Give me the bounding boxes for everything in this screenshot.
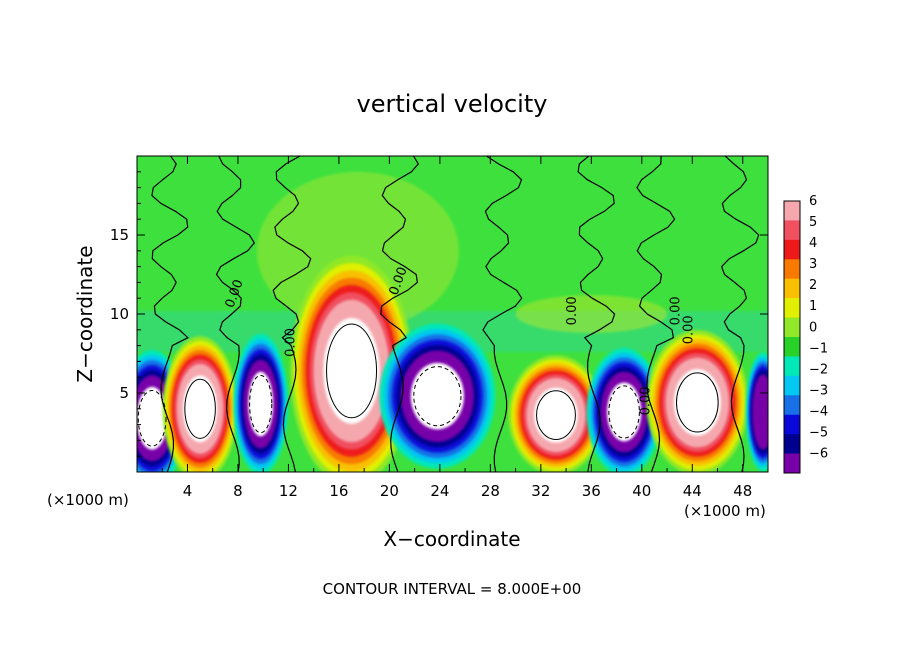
colorbar-tick-label: −2	[809, 362, 828, 377]
colorbar-tick-label: −6	[809, 447, 828, 462]
colorbar-swatch	[784, 395, 800, 416]
colorbar-tick-label: 2	[809, 278, 817, 293]
colorbar-frame	[783, 200, 801, 474]
saturated-core	[673, 369, 721, 436]
zero-contour	[151, 156, 189, 472]
x-axis: 4 8 12 16 20 24 28 32 36 40 44 48	[161, 156, 752, 500]
x-axis-label: X−coordinate	[383, 527, 520, 551]
contour-lines	[137, 156, 760, 472]
colorbar-swatch	[784, 375, 800, 396]
colorbar-tick-label: −3	[809, 383, 828, 398]
colorbar-swatch	[784, 453, 800, 474]
colorbar-swatch	[784, 220, 800, 241]
contour-interval-footer: CONTOUR INTERVAL = 8.000E+00	[323, 580, 582, 598]
colorbar-swatch	[784, 278, 800, 299]
saturated-core	[410, 362, 464, 430]
colorbar-tick-label: −4	[809, 404, 828, 419]
positive-contour	[326, 323, 378, 419]
colorbar-swatch	[784, 434, 800, 454]
zero-contour	[482, 156, 523, 472]
colorbar-tick-label: 6	[809, 194, 817, 209]
zero-contour	[380, 156, 420, 472]
saturated-core	[534, 387, 578, 443]
y-axis-label: Z−coordinate	[73, 245, 97, 382]
negative-contour	[137, 389, 167, 447]
colorbar-tick-label: 3	[809, 257, 817, 272]
colorbar-swatch	[784, 317, 800, 338]
colorbar-tick-label: −5	[809, 426, 828, 441]
negative-contour	[608, 385, 640, 439]
negative-contour	[413, 366, 462, 427]
colorbar-swatch	[784, 201, 800, 221]
x-unit-right: (×1000 m)	[684, 502, 766, 520]
x-unit-left: (×1000 m)	[47, 491, 129, 509]
x-tick-label: 28	[481, 482, 500, 500]
saturated-core	[248, 371, 274, 437]
colorbar-swatch	[784, 298, 800, 318]
convective-cell	[379, 323, 496, 469]
positive-contour	[676, 372, 719, 433]
colorbar-swatch	[784, 414, 800, 435]
plot-area: 0.000.000.000.000.000.000.00	[136, 155, 769, 473]
convective-cell	[745, 352, 768, 472]
y-tick-label: 10	[110, 305, 129, 323]
x-tick-label: 44	[683, 482, 702, 500]
colorbar-swatch	[784, 239, 800, 260]
zero-contour	[272, 156, 312, 472]
colorbar-swatch	[784, 356, 800, 377]
saturated-core	[323, 317, 380, 424]
positive-contour	[184, 378, 216, 439]
x-tick-label: 40	[632, 482, 651, 500]
x-tick-label: 8	[233, 482, 243, 500]
contour-label: 0.00	[565, 296, 580, 325]
y-axis: 5 10 15	[110, 171, 768, 457]
colorbar-tick-label: 4	[809, 236, 817, 251]
x-tick-label: 4	[183, 482, 193, 500]
colorbar: 6 5 4 3 2 1 0 −1 −2 −3 −4 −5 −6	[783, 194, 828, 474]
y-tick-label: 5	[119, 384, 129, 402]
convective-cell	[646, 329, 749, 472]
x-tick-label: 16	[329, 482, 348, 500]
zero-contour	[720, 156, 760, 472]
x-tick-label: 32	[531, 482, 550, 500]
colorbar-tick-label: 5	[809, 215, 817, 230]
x-tick-label: 12	[279, 482, 298, 500]
saturated-core	[137, 386, 168, 450]
downdraft-level	[752, 374, 768, 450]
convective-cell	[233, 333, 288, 472]
zero-contour	[577, 156, 616, 472]
velocity-field	[137, 171, 768, 472]
convective-cell	[162, 336, 238, 472]
x-tick-label: 48	[733, 482, 752, 500]
zero-contour	[215, 156, 256, 472]
colorbar-swatch	[784, 259, 800, 280]
convective-cell	[508, 355, 604, 472]
x-tick-label: 20	[380, 482, 399, 500]
x-tick-label: 24	[430, 482, 449, 500]
y-tick-label: 15	[110, 226, 129, 244]
convective-cell	[586, 347, 662, 472]
saturated-core	[182, 375, 218, 443]
upper-wave-band	[515, 295, 668, 333]
colorbar-tick-label: 0	[809, 320, 817, 335]
zero-contour	[636, 156, 676, 472]
contour-label: 0.00	[681, 315, 696, 344]
contour-label: 0.00	[638, 386, 653, 415]
x-tick-label: 36	[582, 482, 601, 500]
positive-contour	[536, 390, 576, 440]
chart-title: vertical velocity	[357, 90, 548, 118]
contour-label: 0.00	[669, 296, 684, 325]
colorbar-tick-label: 1	[809, 299, 817, 314]
contour-label: 0.00	[284, 328, 299, 357]
saturated-core	[606, 382, 642, 442]
colorbar-swatch	[784, 337, 800, 357]
colorbar-tick-label: −1	[809, 341, 828, 356]
negative-contour	[249, 374, 273, 434]
